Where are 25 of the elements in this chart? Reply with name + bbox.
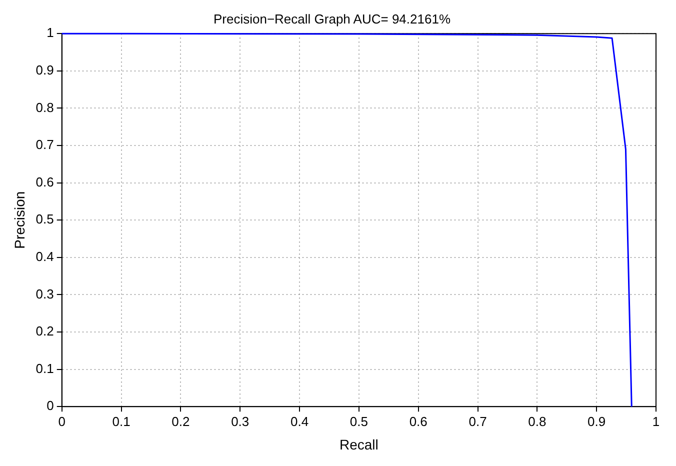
x-tick-label: 0.6 [409, 414, 428, 429]
x-tick-label: 0.2 [172, 414, 190, 429]
y-tick-label: 0.6 [36, 174, 54, 190]
y-tick-label: 0.1 [36, 360, 54, 376]
y-tick-label: 0.2 [36, 324, 54, 339]
chart-title: Precision−Recall Graph AUC= 94.2161% [213, 11, 451, 26]
y-tick-label: 0.5 [36, 212, 54, 227]
x-tick-label: 0.1 [112, 414, 130, 429]
x-tick-label: 0.9 [588, 414, 606, 429]
x-tick-label: 0.4 [290, 414, 309, 429]
y-tick-label: 0.4 [36, 248, 54, 264]
y-tick-label: 0.9 [36, 62, 54, 78]
y-tick-label: 0.8 [36, 100, 54, 115]
y-tick-label: 0 [46, 398, 54, 414]
x-tick-label: 1 [652, 414, 660, 429]
x-tick-label: 0.8 [528, 414, 546, 429]
x-tick-label: 0.7 [468, 414, 487, 429]
y-tick-label: 1 [46, 25, 54, 40]
y-tick-label: 0.3 [36, 286, 54, 302]
x-tick-label: 0 [58, 414, 66, 429]
y-axis-title: Precision [11, 191, 28, 249]
x-tick-label: 0.3 [231, 414, 250, 429]
x-axis-title: Recall [339, 436, 378, 452]
x-tick-label: 0.5 [350, 414, 368, 429]
y-tick-label: 0.7 [36, 137, 54, 152]
